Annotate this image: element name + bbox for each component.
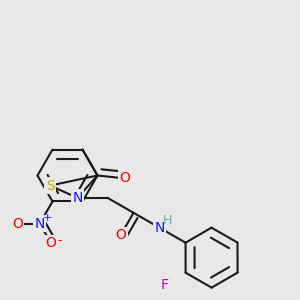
Text: N: N: [34, 217, 45, 231]
Text: F: F: [161, 278, 169, 292]
Text: +: +: [43, 213, 52, 223]
Text: O: O: [116, 228, 126, 242]
Text: H: H: [163, 214, 172, 227]
Text: N: N: [72, 191, 82, 205]
Text: S: S: [46, 178, 54, 193]
Text: O: O: [119, 171, 130, 185]
Text: N: N: [154, 221, 165, 235]
Text: -: -: [57, 233, 61, 247]
Text: O: O: [12, 217, 23, 231]
Text: O: O: [46, 236, 56, 250]
